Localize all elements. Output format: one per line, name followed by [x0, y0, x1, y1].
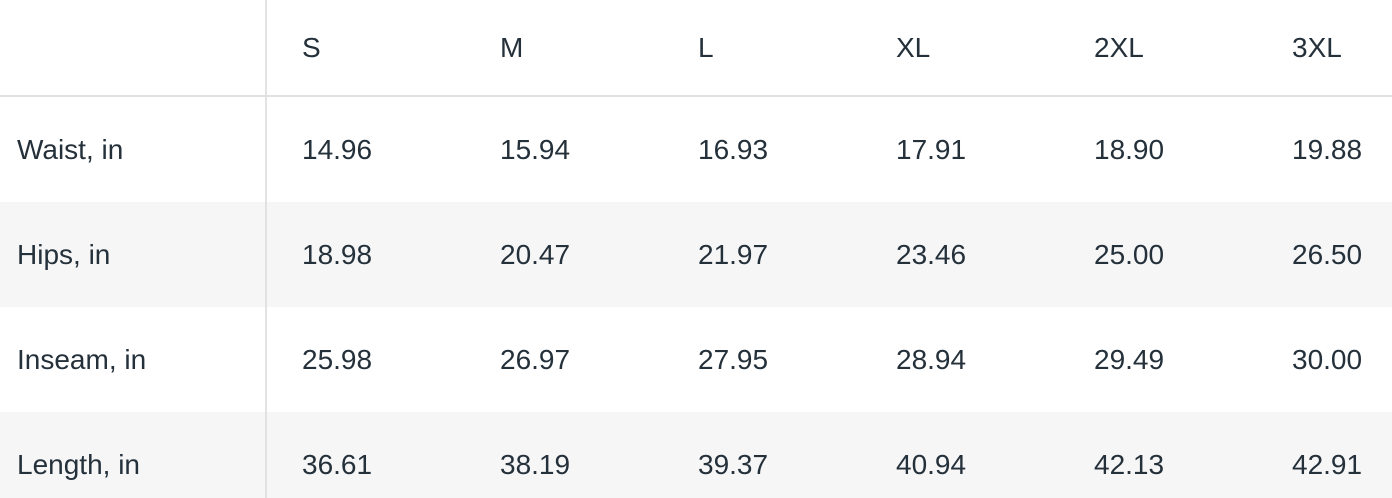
table-cell: 26.50	[1292, 238, 1363, 270]
table-row-inseam: Inseam, in 25.98 26.97 27.95 28.94 29.49…	[0, 307, 1392, 412]
size-column-header-2xl: 2XL	[1059, 0, 1257, 97]
row-label-inseam: Inseam, in	[0, 307, 267, 412]
row-label-hips: Hips, in	[0, 202, 267, 307]
table-cell: 28.94	[896, 343, 967, 375]
size-column-header-m: M	[465, 0, 663, 97]
row-label-waist: Waist, in	[0, 97, 267, 202]
table-cell: 15.94	[500, 133, 571, 165]
table-cell: 27.95	[698, 343, 769, 375]
table-cell: 42.91	[1292, 448, 1363, 480]
table-cell: 14.96	[302, 133, 373, 165]
table-cell: 42.13	[1094, 448, 1165, 480]
table-cell: 16.93	[698, 133, 769, 165]
table-row-length: Length, in 36.61 38.19 39.37 40.94 42.13…	[0, 412, 1392, 498]
table-cell: 23.46	[896, 238, 967, 270]
table-cell: 18.90	[1094, 133, 1165, 165]
table-cell: 29.49	[1094, 343, 1165, 375]
table-cell: 38.19	[500, 448, 571, 480]
table-cell: 25.00	[1094, 238, 1165, 270]
table-row-hips: Hips, in 18.98 20.47 21.97 23.46 25.00 2…	[0, 202, 1392, 307]
corner-cell	[0, 0, 267, 97]
size-column-header-xl: XL	[861, 0, 1059, 97]
row-label-length: Length, in	[0, 412, 267, 498]
table-cell: 30.00	[1292, 343, 1363, 375]
table-cell: 39.37	[698, 448, 769, 480]
table-cell: 17.91	[896, 133, 967, 165]
table-cell: 20.47	[500, 238, 571, 270]
size-column-header-3xl: 3XL	[1257, 0, 1392, 97]
table-cell: 26.97	[500, 343, 571, 375]
size-column-header-s: S	[267, 0, 465, 97]
size-column-header-l: L	[663, 0, 861, 97]
table-cell: 19.88	[1292, 133, 1363, 165]
table-cell: 21.97	[698, 238, 769, 270]
table-cell: 25.98	[302, 343, 373, 375]
table-cell: 40.94	[896, 448, 967, 480]
table-cell: 36.61	[302, 448, 373, 480]
table-row-waist: Waist, in 14.96 15.94 16.93 17.91 18.90 …	[0, 97, 1392, 202]
table-cell: 18.98	[302, 238, 373, 270]
header-row: S M L XL 2XL 3XL	[0, 0, 1392, 97]
